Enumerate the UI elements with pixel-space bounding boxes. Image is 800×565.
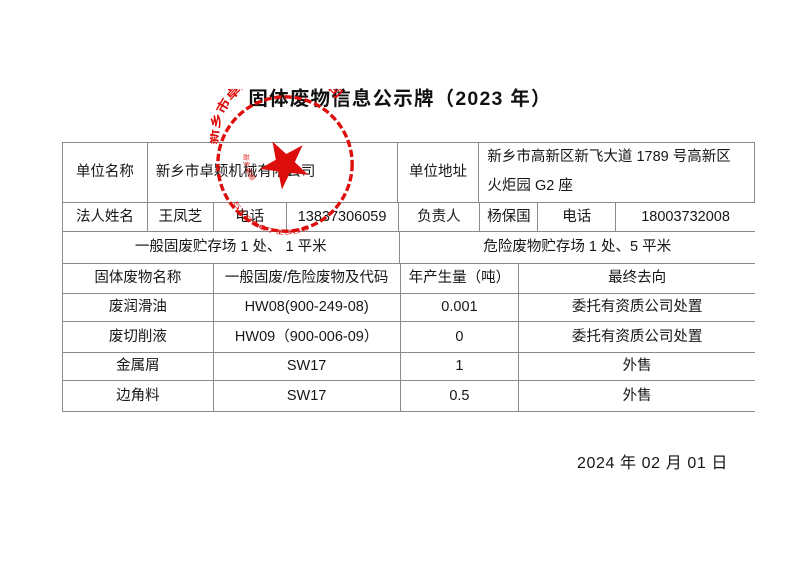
svg-text:新乡卓颖: 新乡卓颖	[241, 154, 257, 183]
svg-text:5101071986: 5101071986	[231, 200, 311, 237]
